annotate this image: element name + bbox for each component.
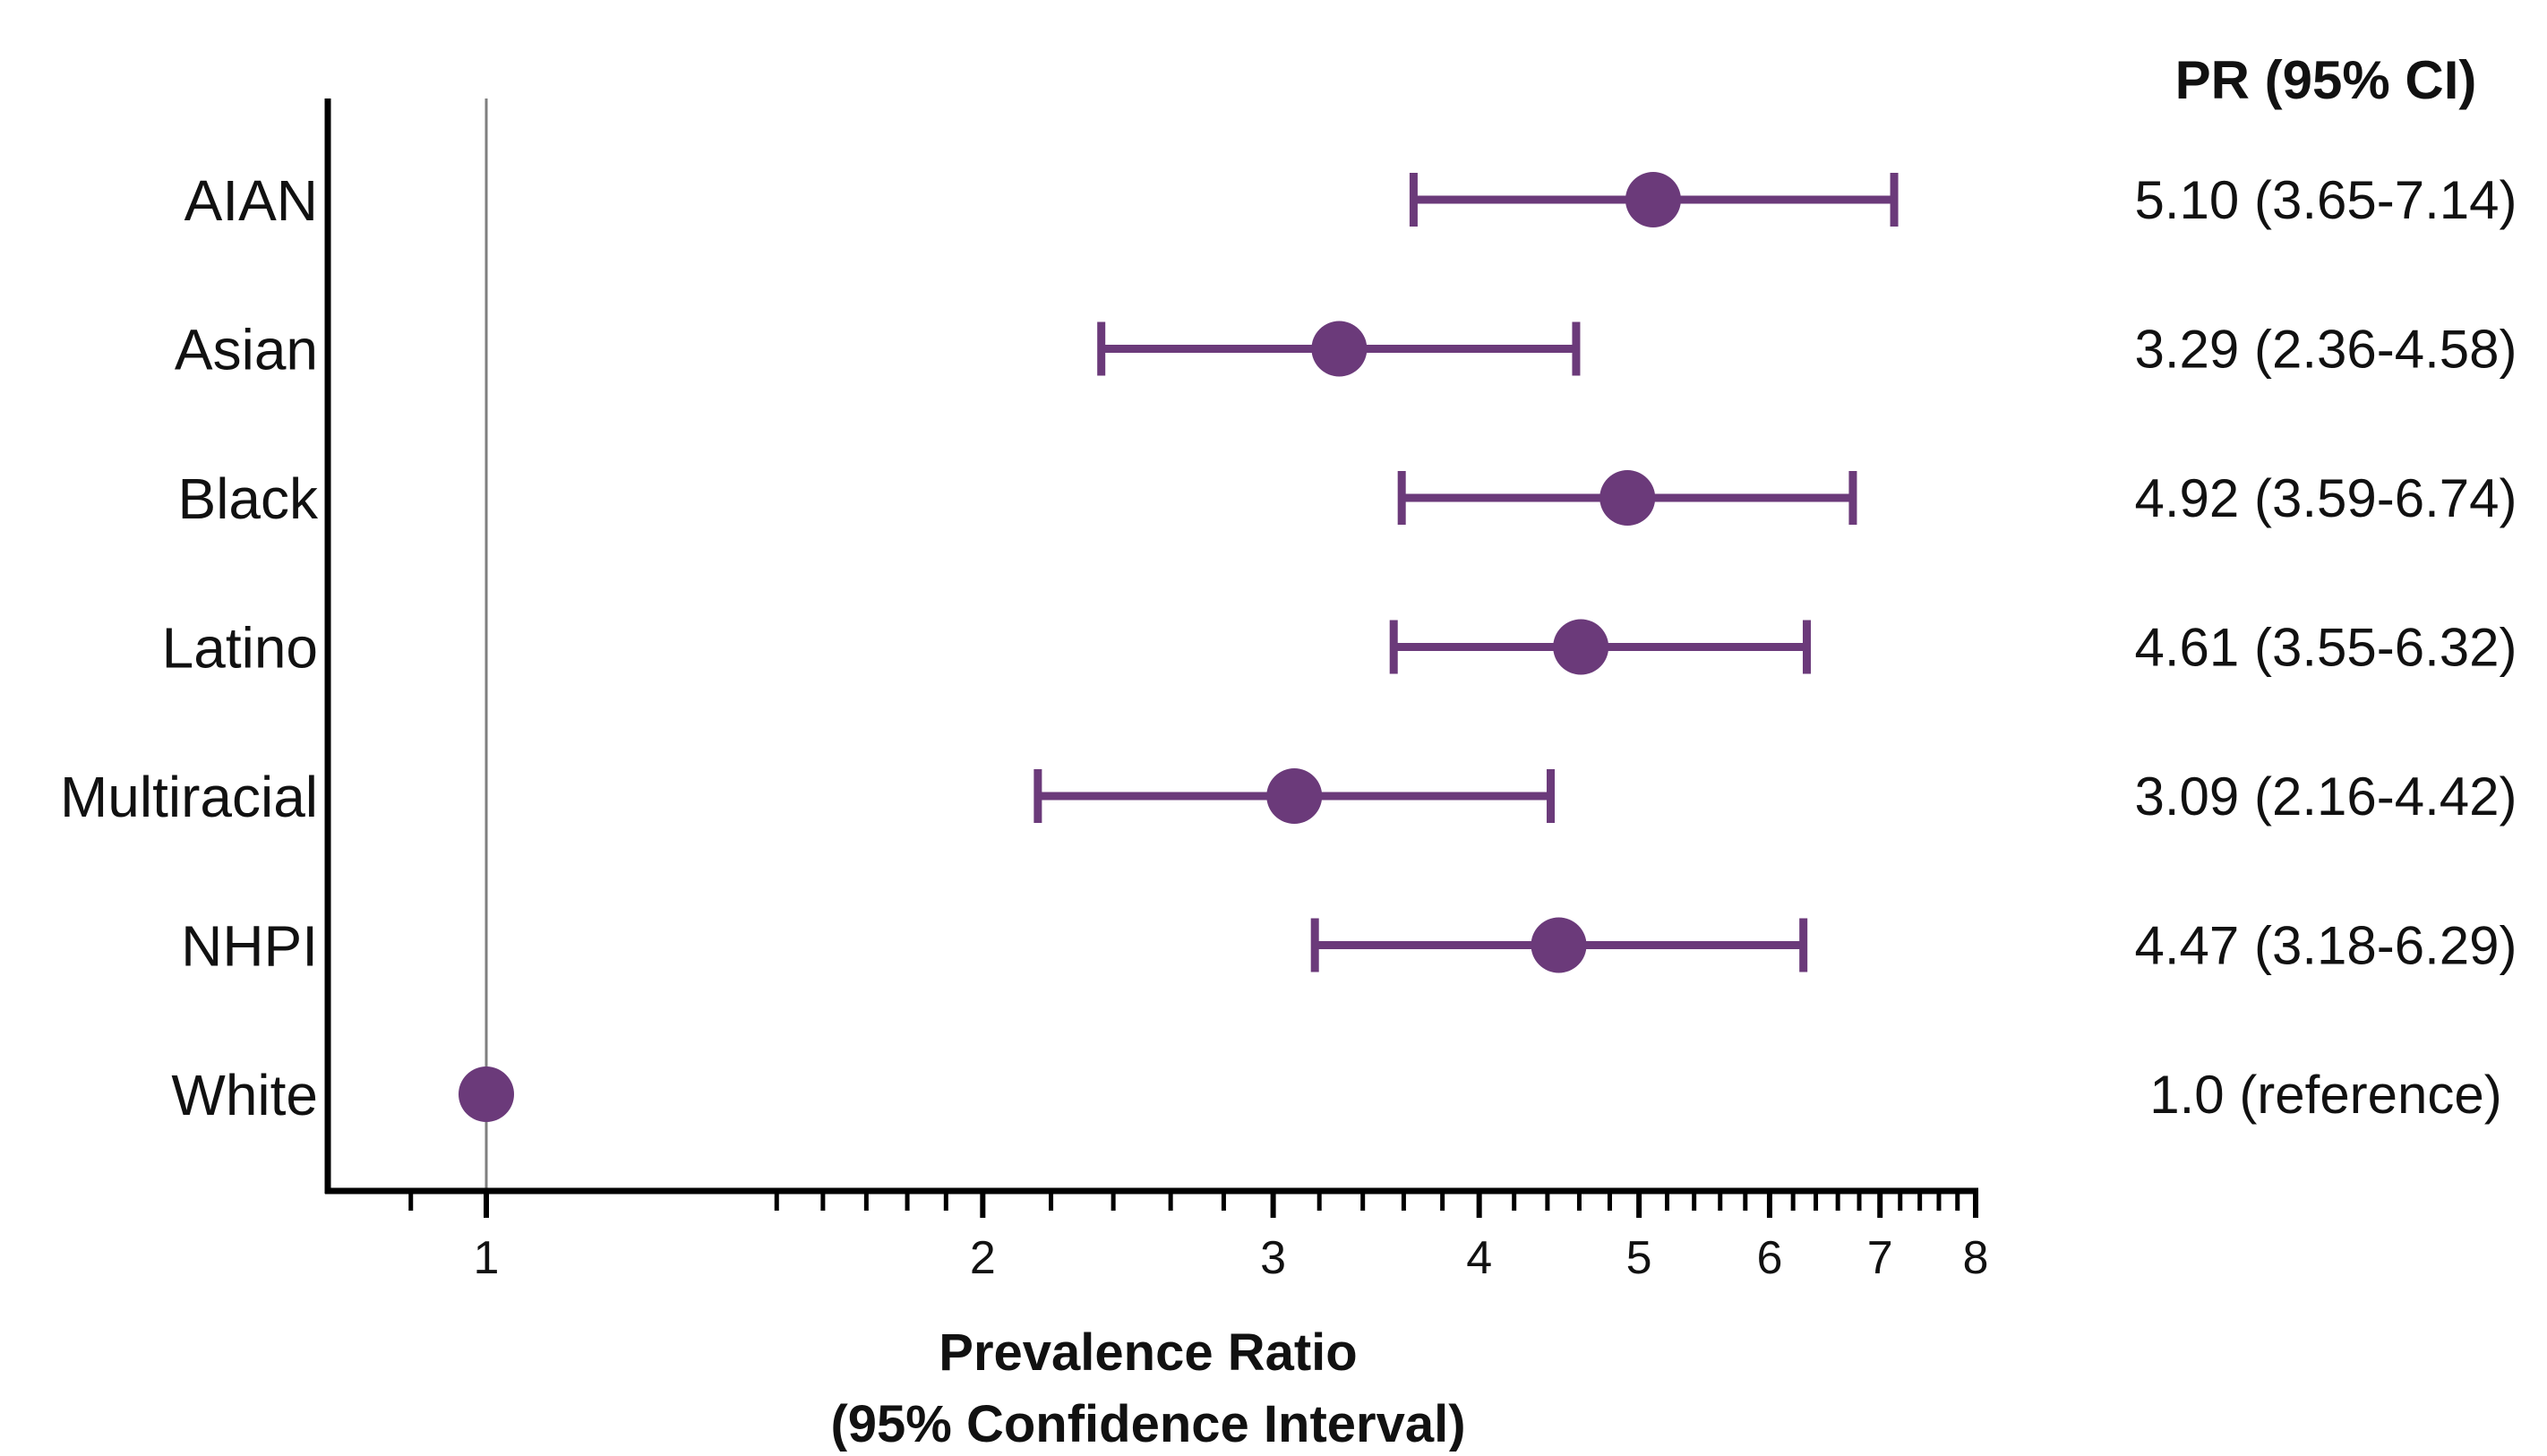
x-axis-title-line1: Prevalence Ratio [939,1323,1357,1382]
x-tick-label: 8 [1963,1232,1989,1284]
point-estimate [459,1066,514,1122]
row-label: Latino [162,616,318,681]
estimate-text: 3.09 (2.16-4.42) [2135,767,2517,826]
estimate-text: 1.0 (reference) [2149,1065,2502,1125]
x-tick-label: 1 [474,1232,500,1284]
x-tick-label: 7 [1867,1232,1893,1284]
point-estimate [1625,172,1681,227]
row-label: Multiracial [60,765,318,829]
point-estimate [1531,917,1587,973]
point-estimate [1599,470,1656,526]
estimate-text: 5.10 (3.65-7.14) [2135,170,2517,230]
x-tick-label: 4 [1466,1232,1492,1284]
axis-layer [324,98,1978,1218]
row-label: Black [178,467,320,531]
row-label: Asian [175,318,318,382]
estimate-text: 4.47 (3.18-6.29) [2135,916,2517,976]
labels-layer: 1 2 3 4 5 6 7 8 AIAN 5.10 (3.65-7.14) Asian 3.29 (2… [60,168,2517,1284]
x-tick-label: 3 [1260,1232,1286,1284]
row-label: White [171,1063,318,1127]
estimate-text: 4.92 (3.59-6.74) [2135,468,2517,528]
point-estimate [1553,619,1609,675]
x-axis-title-line2: (95% Confidence Interval) [830,1395,1465,1452]
row-label: NHPI [181,914,318,979]
marks-layer [459,172,1899,1122]
estimate-text: 4.61 (3.55-6.32) [2135,618,2517,678]
point-estimate [1311,321,1368,377]
row-label: AIAN [184,168,318,233]
x-tick-label: 2 [970,1232,996,1284]
column-header: PR (95% CI) [2175,50,2477,110]
x-tick-label: 6 [1756,1232,1782,1284]
estimate-text: 3.29 (2.36-4.58) [2135,320,2517,380]
point-estimate [1266,768,1323,824]
x-tick-label: 5 [1626,1232,1652,1284]
